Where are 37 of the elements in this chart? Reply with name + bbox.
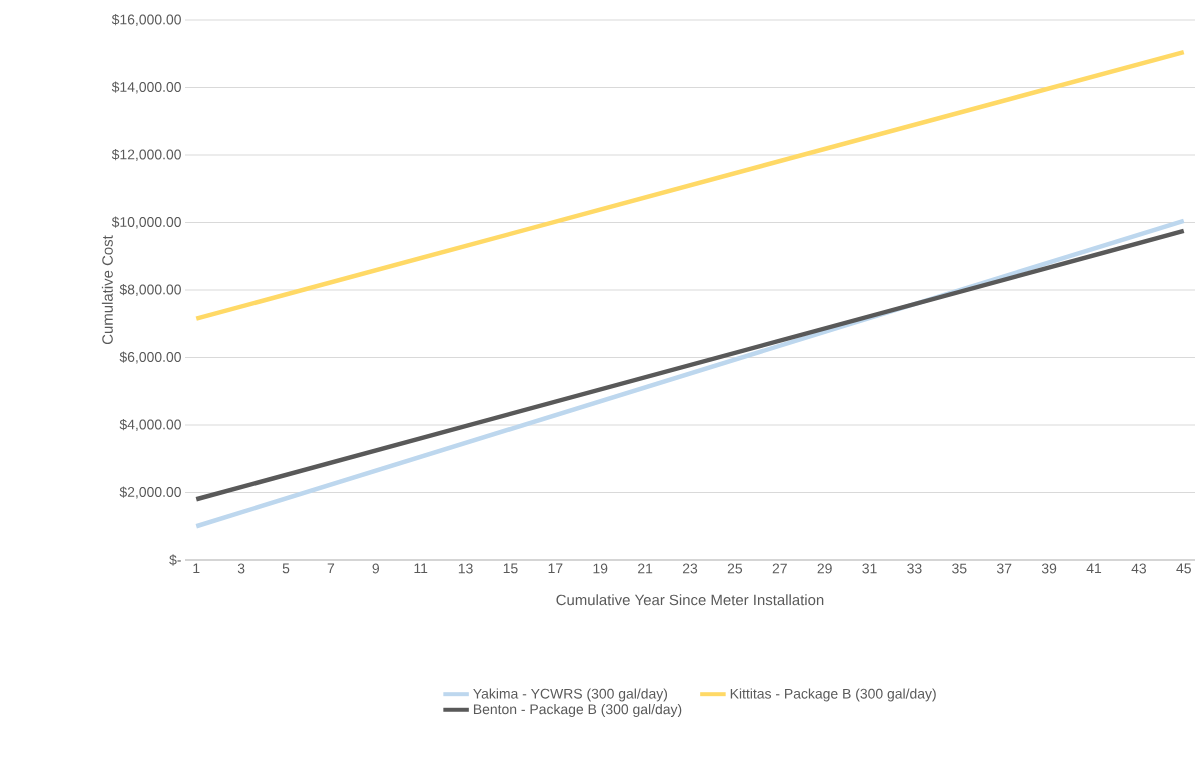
x-axis-title: Cumulative Year Since Meter Installation [556, 594, 824, 606]
x-tick-label: 35 [952, 563, 967, 574]
y-tick-label: $4,000.00 [119, 418, 181, 432]
x-tick-label: 15 [503, 563, 518, 574]
y-axis-title: Cumulative Cost [101, 235, 113, 345]
y-tick-label: $14,000.00 [111, 81, 181, 94]
x-tick-label: 31 [862, 563, 877, 574]
x-tick-label: 37 [996, 563, 1012, 574]
x-tick-label: 13 [458, 563, 473, 574]
y-tick-label: $2,000.00 [119, 486, 181, 499]
x-tick-label: 3 [237, 563, 245, 574]
legend-label: Benton - Package B (300 gal/day) [473, 703, 682, 717]
x-tick-label: 45 [1176, 563, 1191, 574]
x-tick-label: 25 [727, 563, 743, 574]
x-tick-label: 1 [193, 563, 200, 574]
x-tick-label: 19 [593, 563, 608, 574]
x-tick-label: 23 [682, 563, 698, 574]
legend-label: Kittitas - Package B (300 gal/day) [730, 688, 936, 702]
x-tick-label: 11 [414, 563, 428, 574]
y-tick-label: $10,000.00 [111, 216, 181, 229]
x-tick-label: 29 [817, 563, 832, 574]
x-tick-label: 9 [372, 563, 379, 574]
x-tick-label: 43 [1131, 563, 1147, 574]
x-tick-label: 21 [638, 563, 653, 574]
y-tick-label: $16,000.00 [111, 13, 181, 27]
y-tick-label: $6,000.00 [119, 351, 181, 364]
x-tick-label: 5 [282, 563, 290, 574]
x-tick-label: 41 [1086, 563, 1102, 574]
x-tick-label: 17 [548, 563, 563, 574]
y-tick-label: $12,000.00 [111, 148, 181, 162]
x-tick-label: 27 [772, 563, 787, 574]
x-tick-label: 39 [1041, 563, 1057, 574]
y-tick-label: $8,000.00 [119, 283, 181, 297]
legend-label: Yakima - YCWRS (300 gal/day) [473, 688, 668, 702]
x-tick-label: 33 [907, 563, 922, 574]
y-tick-label: $- [169, 554, 181, 566]
x-tick-label: 7 [327, 563, 335, 574]
